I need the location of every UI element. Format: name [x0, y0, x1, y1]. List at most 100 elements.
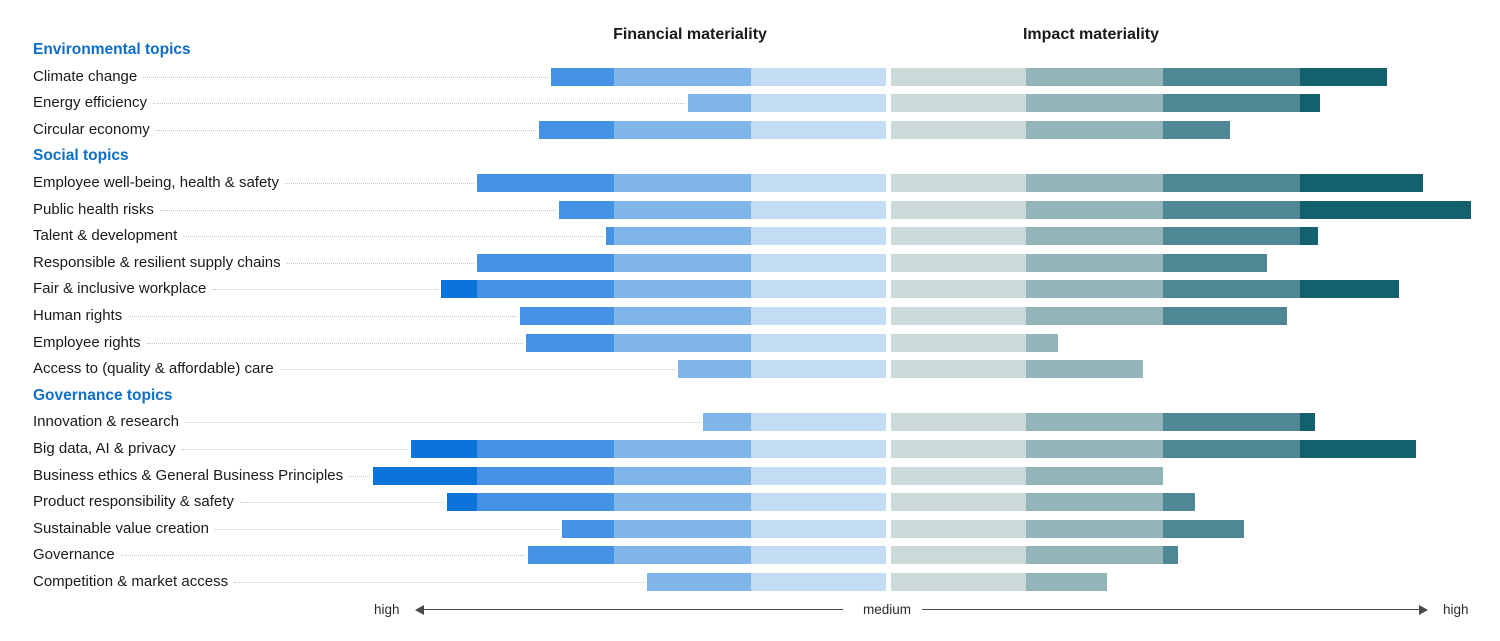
impact-bar-segment	[1163, 253, 1267, 272]
impact-bar-segment	[1026, 440, 1163, 458]
impact-bar-segment	[891, 440, 1026, 458]
financial-materiality-header: Financial materiality	[613, 26, 767, 43]
topic-row: Innovation & research	[33, 413, 700, 431]
impact-bar-segment	[1026, 493, 1163, 512]
axis-line-right	[922, 609, 1419, 610]
impact-bar-segment	[1026, 253, 1163, 272]
financial-bar-segment	[447, 493, 477, 512]
financial-bar-segment	[551, 67, 614, 86]
impact-bar-segment	[891, 333, 1026, 352]
impact-bar-segment	[1026, 413, 1163, 432]
topic-label: Governance	[33, 546, 115, 564]
financial-bar-segment	[751, 519, 886, 538]
topic-label: Responsible & resilient supply chains	[33, 253, 281, 271]
financial-bar-segment	[751, 546, 886, 565]
impact-bar-segment	[891, 174, 1026, 192]
impact-bar-segment	[891, 227, 1026, 246]
topic-row: Fair & inclusive workplace	[33, 280, 438, 298]
topic-label: Fair & inclusive workplace	[33, 280, 207, 298]
financial-bar-segment	[751, 94, 886, 113]
financial-bar-segment	[559, 200, 614, 219]
topic-label: Talent & development	[33, 227, 178, 245]
impact-bar-segment	[1026, 466, 1163, 485]
leader-line	[184, 422, 700, 424]
financial-bar-segment	[751, 174, 886, 192]
topic-label: Product responsibility & safety	[33, 493, 234, 511]
topic-label: Human rights	[33, 307, 123, 324]
impact-bar-segment	[891, 200, 1026, 219]
financial-bar-segment	[678, 360, 751, 379]
impact-bar-segment	[1163, 413, 1300, 432]
topic-row: Sustainable value creation	[33, 520, 559, 538]
impact-bar-segment	[1026, 174, 1163, 192]
impact-bar-segment	[891, 253, 1026, 272]
leader-line	[183, 236, 603, 238]
leader-line	[286, 262, 474, 264]
leader-line	[155, 129, 536, 131]
impact-bar-segment	[1026, 333, 1058, 352]
axis-label-high-right: high	[1443, 602, 1469, 617]
financial-bar-segment	[441, 280, 477, 299]
leader-line	[120, 555, 525, 557]
topic-label: Access to (quality & affordable) care	[33, 360, 274, 378]
impact-bar-segment	[1026, 200, 1163, 219]
impact-bar-segment	[1026, 227, 1163, 246]
topic-row: Employee rights	[33, 334, 523, 352]
impact-bar-segment	[1026, 280, 1163, 299]
leader-line	[284, 183, 474, 184]
topic-label: Employee well-being, health & safety	[33, 174, 279, 191]
impact-bar-segment	[891, 67, 1026, 86]
topic-label: Competition & market access	[33, 573, 229, 590]
topic-label: Circular economy	[33, 120, 150, 138]
financial-bar-segment	[520, 307, 614, 325]
financial-bar-segment	[614, 67, 751, 86]
financial-bar-segment	[751, 200, 886, 219]
financial-bar-segment	[477, 280, 614, 299]
topic-row: Governance	[33, 546, 525, 564]
financial-bar-segment	[751, 413, 886, 432]
topic-label: Sustainable value creation	[33, 519, 209, 537]
financial-bar-segment	[477, 440, 614, 458]
impact-bar-segment	[1163, 307, 1287, 325]
financial-bar-segment	[614, 493, 751, 512]
impact-bar-segment	[1163, 120, 1230, 139]
impact-bar-segment	[1026, 546, 1163, 565]
impact-bar-segment	[891, 307, 1026, 325]
impact-bar-segment	[1300, 174, 1423, 192]
impact-bar-segment	[1163, 227, 1300, 246]
axis-line-left	[424, 609, 843, 610]
impact-bar-segment	[1026, 519, 1163, 538]
impact-bar-segment	[1300, 280, 1399, 299]
leader-line	[128, 316, 517, 317]
financial-bar-segment	[614, 174, 751, 192]
impact-bar-segment	[1026, 67, 1163, 86]
financial-bar-segment	[751, 67, 886, 86]
topic-row: Energy efficiency	[33, 94, 685, 112]
leader-line	[239, 502, 444, 504]
financial-bar-segment	[647, 573, 751, 591]
financial-bar-segment	[477, 466, 614, 485]
impact-bar-segment	[891, 519, 1026, 538]
impact-bar-segment	[1300, 440, 1416, 458]
impact-bar-segment	[891, 280, 1026, 299]
section-header: Governance topics	[33, 386, 173, 404]
topic-row: Talent & development	[33, 227, 603, 245]
leader-line	[146, 342, 523, 344]
financial-bar-segment	[614, 253, 751, 272]
impact-bar-segment	[1163, 280, 1300, 299]
financial-bar-segment	[477, 253, 614, 272]
topic-label: Employee rights	[33, 333, 141, 351]
financial-bar-segment	[751, 573, 886, 591]
financial-bar-segment	[751, 120, 886, 139]
topic-label: Big data, AI & privacy	[33, 440, 176, 457]
financial-bar-segment	[477, 174, 614, 192]
leader-line	[234, 582, 644, 583]
financial-bar-segment	[614, 280, 751, 299]
leader-line	[159, 209, 556, 211]
financial-bar-segment	[614, 333, 751, 352]
financial-bar-segment	[751, 227, 886, 246]
financial-bar-segment	[526, 333, 614, 352]
topic-label: Public health risks	[33, 200, 154, 218]
axis-arrow-left-icon	[415, 605, 424, 615]
